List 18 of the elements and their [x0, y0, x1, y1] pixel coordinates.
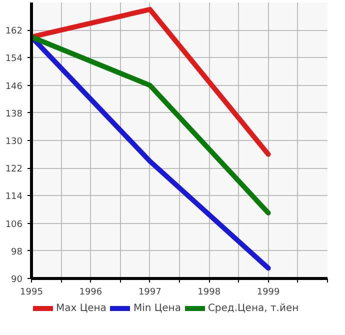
x-tick-label: 1999: [256, 288, 280, 298]
y-tick-label: 154: [5, 54, 23, 64]
legend-label: Min Цена: [133, 302, 181, 314]
y-tick-label: 106: [5, 220, 23, 230]
y-tick-label: 130: [5, 137, 23, 147]
y-tick-label: 138: [5, 109, 23, 120]
x-tick-label: 1996: [79, 288, 102, 298]
legend-label: Сред.Цена, т.йен: [208, 302, 299, 314]
x-tick-label: 1997: [138, 288, 162, 298]
x-tick-label: 1998: [198, 288, 221, 298]
x-tick-label: 1995: [20, 288, 43, 298]
legend-label: Max Цена: [56, 302, 106, 314]
y-tick-label: 122: [5, 164, 23, 175]
y-tick-label: 90: [11, 275, 23, 285]
y-tick-label: 98: [11, 247, 23, 258]
y-tick-label: 162: [5, 26, 23, 37]
y-tick-label: 114: [5, 192, 23, 202]
y-tick-label: 146: [5, 82, 23, 92]
